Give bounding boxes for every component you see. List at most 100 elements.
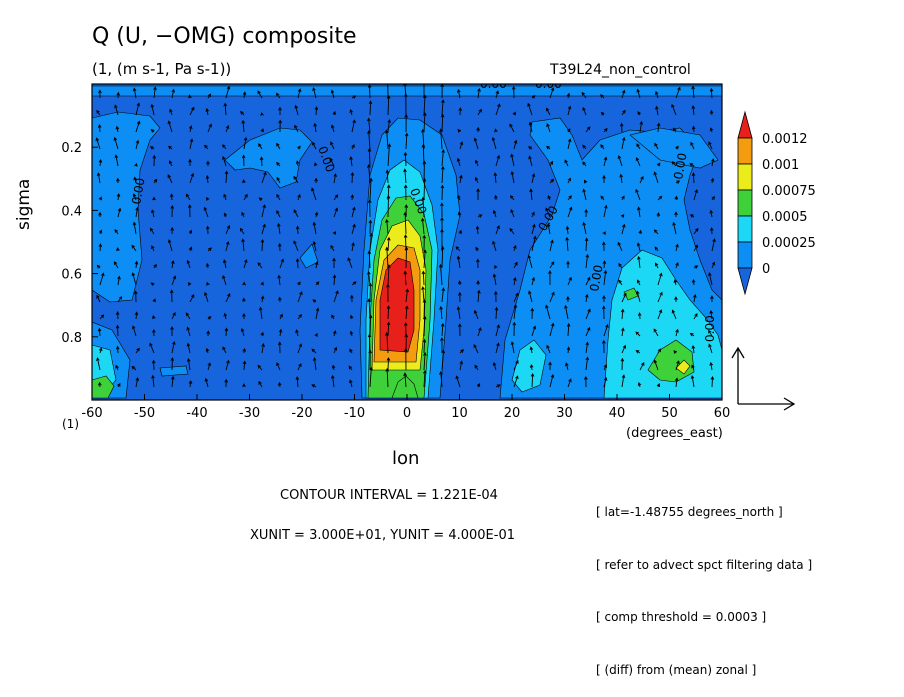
wind-vector (653, 359, 659, 371)
wind-vector (293, 240, 299, 252)
wind-vector (654, 142, 659, 150)
wind-vector (257, 364, 263, 371)
wind-vector (152, 154, 157, 167)
wind-vector (242, 312, 246, 320)
wind-vector (330, 374, 335, 388)
wind-vector (349, 156, 353, 167)
wind-vector (153, 86, 157, 99)
wind-vector (297, 343, 303, 354)
contour-interval: CONTOUR INTERVAL = 1.221E-04 (280, 488, 498, 503)
wind-vector (421, 196, 425, 218)
wind-vector (635, 331, 641, 337)
wind-vector (567, 378, 572, 388)
colorbar-label: 0.0005 (762, 210, 808, 225)
wind-vector (510, 341, 515, 354)
wind-vector (495, 342, 500, 354)
wind-vector (242, 281, 246, 286)
wind-vector (494, 128, 498, 133)
wind-vector (621, 109, 626, 116)
wind-vector (114, 154, 119, 167)
wind-vector (351, 223, 356, 235)
wind-vector (260, 128, 264, 133)
wind-vector (206, 330, 211, 337)
wind-vector (510, 153, 515, 167)
wind-vector (546, 222, 551, 235)
wind-vector (619, 173, 623, 184)
wind-vector (458, 229, 463, 235)
wind-vector (657, 291, 663, 303)
wind-vector (225, 85, 231, 99)
wind-vector (224, 170, 229, 184)
wind-vector (602, 295, 606, 303)
wind-vector (135, 102, 141, 116)
wind-vector (131, 365, 137, 371)
wind-vector (602, 241, 606, 252)
wind-vector (567, 105, 572, 116)
wind-vector (258, 380, 263, 388)
wind-vector (225, 359, 230, 371)
wind-vector (187, 282, 192, 286)
wind-vector (456, 157, 461, 167)
wind-vector (621, 195, 625, 201)
wind-vector (584, 293, 589, 303)
wind-vector (459, 349, 464, 354)
wind-vector (204, 144, 209, 150)
wind-vector (260, 295, 265, 303)
contour-region (92, 375, 115, 399)
wind-vector (655, 262, 659, 269)
wind-vector (314, 211, 319, 218)
wind-vector (585, 126, 591, 133)
wind-vector (511, 85, 516, 99)
wind-vector (675, 145, 679, 150)
contour-region (92, 85, 722, 97)
wind-vector (117, 207, 122, 218)
colorbar-label: 0 (762, 262, 770, 277)
wind-vector (527, 290, 533, 303)
wind-vector (403, 151, 408, 167)
wind-vector (531, 95, 536, 99)
colorbar-label: 0.001 (762, 158, 799, 173)
wind-vector (672, 127, 677, 133)
wind-vector (710, 177, 715, 184)
contour-label: 0.00 (535, 77, 562, 91)
wind-vector (206, 160, 210, 167)
wind-vector (422, 338, 427, 354)
wind-vector (314, 162, 318, 167)
wind-vector (348, 365, 353, 371)
wind-vector (549, 261, 555, 269)
x-axis-label: lon (392, 448, 420, 469)
x-tick-label: 60 (714, 406, 731, 421)
wind-vector (440, 202, 444, 218)
wind-vector (368, 349, 372, 371)
wind-vector (567, 138, 572, 150)
wind-vector (351, 206, 356, 218)
wind-vector (314, 106, 319, 116)
scale-label: (1) (62, 417, 79, 431)
wind-vector (548, 361, 552, 371)
contour-region (224, 127, 313, 189)
wind-vector (332, 274, 337, 286)
wind-vector (567, 177, 571, 184)
wind-vector (513, 303, 518, 320)
wind-vector (185, 312, 191, 320)
wind-vector (277, 222, 281, 235)
wind-vector (386, 283, 390, 303)
wind-vector (527, 102, 533, 116)
wind-vector (98, 196, 102, 201)
wind-vector (293, 209, 299, 218)
wind-vector (603, 269, 608, 286)
wind-vector (675, 360, 680, 371)
wind-vector (297, 88, 302, 99)
wind-vector (347, 257, 353, 269)
wind-vector (441, 99, 445, 116)
wind-vector (98, 243, 103, 252)
wind-vector (207, 123, 212, 133)
wind-vector (369, 177, 373, 201)
wind-vector (351, 281, 357, 286)
wind-vector (440, 322, 445, 337)
wind-vector (275, 92, 281, 99)
contour-region (92, 111, 161, 303)
wind-vector (261, 342, 265, 354)
colorbar-label: 0.00075 (762, 184, 816, 199)
wind-vector (584, 208, 588, 218)
